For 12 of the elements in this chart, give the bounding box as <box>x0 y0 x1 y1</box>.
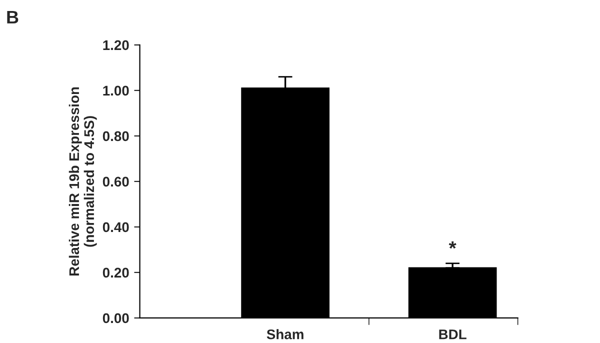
y-tick-label: 1.00 <box>103 86 129 96</box>
annotation: * <box>448 241 456 249</box>
y-tick-label: 0.40 <box>102 222 129 232</box>
y-tick-label: 0.80 <box>102 131 129 142</box>
y-tick-label: 0.60 <box>102 176 129 187</box>
y-tick-label: 1.20 <box>103 40 129 50</box>
x-tick-label: Sham <box>266 329 304 340</box>
text: B <box>7 10 18 24</box>
y-tick-label: 0.00 <box>102 313 129 324</box>
x-tick-label: BDL <box>439 330 466 340</box>
y-tick-label: 0.20 <box>102 268 129 278</box>
y-axis-title: Relative miR 19b Expression (normalized to 4.5S) <box>68 87 97 276</box>
